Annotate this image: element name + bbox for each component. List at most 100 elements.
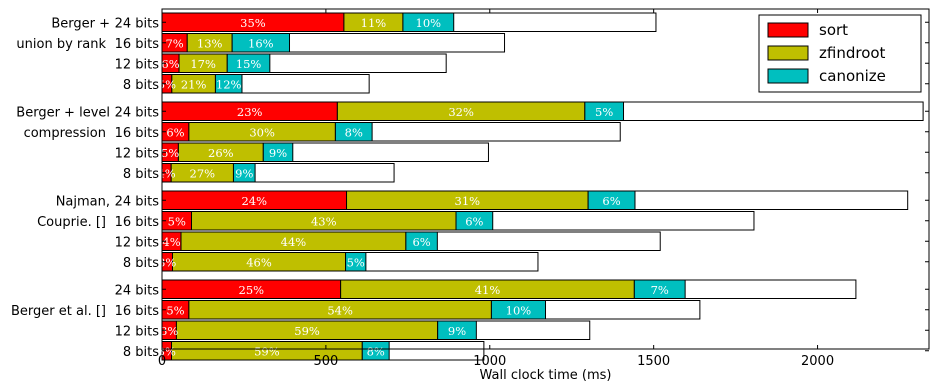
y-tick-label: 8 bits (123, 78, 159, 93)
data-label: 54% (327, 303, 353, 317)
legend: sort zfindroot canonize (758, 14, 922, 93)
bar-segment-canonize (402, 12, 455, 32)
data-label: 35% (240, 16, 266, 30)
data-label: 8% (367, 344, 385, 358)
y-tick-label: 16 bits (115, 37, 160, 52)
data-label: 23% (237, 105, 263, 119)
data-label: 6% (602, 194, 620, 208)
group-label: Najman, (56, 194, 110, 209)
data-label: 6% (465, 214, 483, 228)
bar-segment-canonize (437, 320, 477, 340)
data-label: 44% (281, 235, 307, 249)
bar-segment-canonize (455, 211, 494, 231)
bar-segment-canonize (633, 279, 686, 299)
data-label: 17% (190, 57, 216, 71)
legend-label: canonize (819, 67, 886, 85)
data-label: 6% (161, 57, 179, 71)
data-label: 9% (235, 166, 253, 180)
y-tick-label: 16 bits (115, 304, 160, 319)
data-label: 12% (216, 77, 242, 91)
bar-segment-canonize (334, 122, 373, 142)
legend-label: zfindroot (819, 44, 886, 62)
y-tick-label: 12 bits (115, 57, 160, 72)
data-label: 11% (361, 16, 387, 30)
data-label: 41% (475, 283, 501, 297)
x-tick-label: 0 (158, 354, 166, 369)
legend-label: sort (819, 21, 848, 39)
bar-segment-canonize (262, 142, 294, 162)
y-tick-label: 12 bits (115, 324, 160, 339)
data-label: 7% (651, 283, 669, 297)
x-tick-label: 1000 (473, 354, 506, 369)
plot-frame (161, 8, 930, 350)
data-label: 9% (448, 324, 466, 338)
y-tick-label: 24 bits (115, 16, 160, 31)
data-label: 43% (311, 214, 337, 228)
labels-layer: 35% 11% 10% 7% 13% 16% 6% 17% 15% 5% 21% 12% 23% 32% 5… (157, 16, 668, 359)
data-label: 5% (347, 255, 365, 269)
group-label: Berger + (51, 16, 110, 31)
data-label: 5% (158, 77, 176, 91)
legend-swatch-sort (767, 22, 809, 38)
y-tick-label: 8 bits (123, 167, 159, 182)
y-tick-label: 24 bits (115, 194, 160, 209)
x-tick-label: 2000 (801, 354, 834, 369)
bar-segment-canonize (587, 190, 636, 210)
data-label: 5% (595, 105, 613, 119)
bar-segment-canonize (405, 231, 438, 251)
data-label: 6% (166, 125, 184, 139)
data-label: 15% (236, 57, 262, 71)
data-label: 30% (249, 125, 275, 139)
y-tick-label: 8 bits (123, 256, 159, 271)
x-axis: 24 bits 16 bits 12 bits 8 bits Berger + union… (11, 9, 929, 369)
y-tick-label: 12 bits (115, 146, 160, 161)
data-label: 5% (168, 214, 186, 228)
data-label: 46% (246, 255, 272, 269)
bar-segment-canonize (345, 252, 367, 272)
group-label: union by rank (16, 37, 106, 52)
legend-swatch-canonize (767, 68, 809, 84)
y-tick-label: 12 bits (115, 235, 160, 250)
data-label: 27% (190, 166, 216, 180)
legend-swatch-zfindroot (767, 45, 809, 61)
y-tick-label: 8 bits (123, 345, 159, 360)
bar-segment-canonize (214, 74, 243, 94)
y-tick-label: 16 bits (115, 126, 160, 141)
data-label: 7% (165, 36, 183, 50)
data-label: 26% (208, 146, 234, 160)
data-label: 13% (197, 36, 223, 50)
data-label: 59% (254, 344, 280, 358)
bar-segment-canonize (361, 341, 390, 361)
data-label: 5% (166, 303, 184, 317)
data-label: 3% (160, 324, 178, 338)
data-label: 9% (269, 146, 287, 160)
data-label: 59% (294, 324, 320, 338)
data-label: 4% (162, 235, 180, 249)
group-label: Berger et al. [] (11, 304, 106, 319)
data-label: 4% (157, 166, 175, 180)
data-label: 10% (416, 16, 442, 30)
data-label: 24% (241, 194, 267, 208)
x-tick-label: 500 (313, 354, 338, 369)
group-label: Couprie. [] (37, 215, 106, 230)
y-tick-label: 24 bits (115, 105, 160, 120)
data-label: 10% (506, 303, 532, 317)
group-label: compression (24, 126, 106, 141)
data-label: 6% (412, 235, 430, 249)
bar-segment-canonize (490, 300, 546, 320)
data-label: 5% (161, 146, 179, 160)
y-tick-label: 24 bits (115, 283, 160, 298)
x-tick-label: 1500 (637, 354, 670, 369)
data-label: 8% (345, 125, 363, 139)
data-label: 16% (248, 36, 274, 50)
y-tick-label: 16 bits (115, 215, 160, 230)
bar-segment-canonize (232, 163, 256, 183)
bar-segment-canonize (231, 33, 291, 53)
data-label: 3% (158, 255, 176, 269)
x-axis-label: Wall clock time (ms) (480, 368, 612, 381)
bar-segment-canonize (584, 101, 625, 121)
data-label: 31% (455, 194, 481, 208)
data-label: 21% (181, 77, 207, 91)
data-label: 32% (448, 105, 474, 119)
